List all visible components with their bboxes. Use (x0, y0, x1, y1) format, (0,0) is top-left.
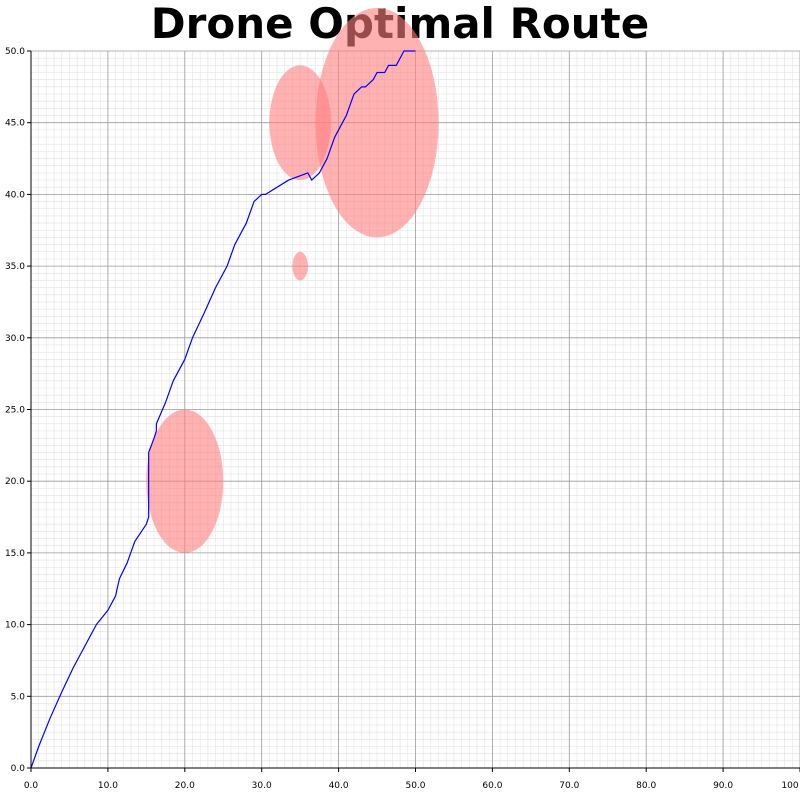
x-tick-label: 10.0 (98, 781, 118, 791)
y-tick-label: 45.0 (5, 119, 25, 129)
obstacle-zone (269, 65, 331, 181)
obstacle-layer (146, 7, 439, 553)
y-tick-label: 50.0 (5, 47, 25, 57)
route-line (30, 50, 416, 769)
y-tick-label: 30.0 (5, 334, 25, 344)
obstacle-zone (292, 251, 308, 281)
route-layer (30, 50, 416, 769)
x-tick-label: 60.0 (482, 781, 502, 791)
y-tick-label: 10.0 (5, 621, 25, 631)
obstacle-zone (146, 409, 224, 553)
x-tick-label: 80.0 (636, 781, 656, 791)
x-tick-label: 50.0 (405, 781, 425, 791)
y-tick-label: 15.0 (5, 549, 25, 559)
x-tick-label: 70.0 (559, 781, 579, 791)
y-tick-label: 5.0 (11, 692, 26, 702)
x-tick-label: 0.0 (24, 781, 39, 791)
y-tick-label: 25.0 (5, 406, 25, 416)
x-tick-label: 40.0 (329, 781, 349, 791)
y-tick-label: 20.0 (5, 477, 25, 487)
x-axis-ticks: 0.0 10.0 20.0 30.0 40.0 50.0 60.0 70.0 80.0 90.0 1… (24, 768, 800, 791)
x-tick-label: 30.0 (252, 781, 272, 791)
y-axis-ticks: 0.0 5.0 10.0 15.0 20.0 25.0 30.0 35.0 40.0 45.0 50… (5, 47, 31, 774)
major-grid (30, 50, 800, 769)
obstacle-zone (315, 7, 439, 238)
x-tick-label: 100 (781, 781, 798, 791)
x-tick-label: 20.0 (175, 781, 195, 791)
y-tick-label: 40.0 (5, 190, 25, 200)
y-tick-label: 0.0 (11, 764, 26, 774)
x-tick-label: 90.0 (713, 781, 733, 791)
y-tick-label: 35.0 (5, 262, 25, 272)
